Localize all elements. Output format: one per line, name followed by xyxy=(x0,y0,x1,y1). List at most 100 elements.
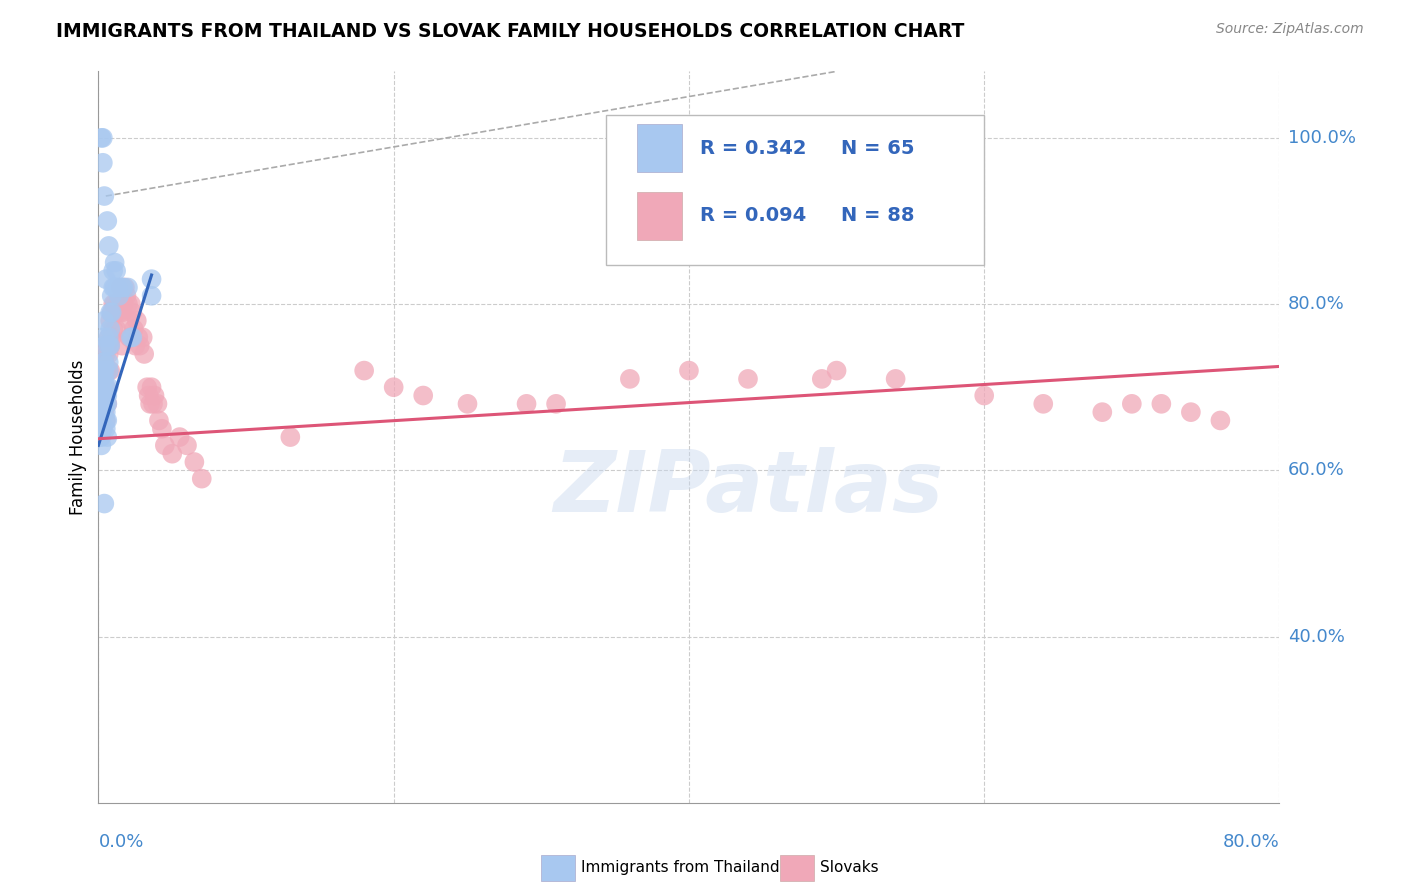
Point xyxy=(118,330,141,344)
Text: Immigrants from Thailand: Immigrants from Thailand xyxy=(581,861,779,875)
Point xyxy=(139,397,162,411)
Point xyxy=(162,447,183,461)
Point xyxy=(90,422,112,436)
Point xyxy=(148,413,170,427)
Point xyxy=(141,272,163,286)
Point xyxy=(94,422,117,436)
Point xyxy=(1180,405,1202,419)
Point xyxy=(105,264,128,278)
Text: 60.0%: 60.0% xyxy=(1288,461,1344,479)
Point xyxy=(90,430,112,444)
Point xyxy=(97,339,120,353)
Point xyxy=(108,289,131,303)
Point xyxy=(96,397,118,411)
Point xyxy=(100,289,122,303)
Point xyxy=(150,422,173,436)
Point xyxy=(1209,413,1232,427)
Point xyxy=(104,280,127,294)
Point xyxy=(110,280,132,294)
Point xyxy=(93,497,115,511)
Point xyxy=(89,413,111,427)
Text: R = 0.342: R = 0.342 xyxy=(700,138,806,158)
Point xyxy=(1091,405,1114,419)
Text: ZIPatlas: ZIPatlas xyxy=(553,447,943,530)
Point xyxy=(128,339,150,353)
Point xyxy=(97,347,120,361)
Point xyxy=(122,322,145,336)
Point xyxy=(1150,397,1173,411)
Text: IMMIGRANTS FROM THAILAND VS SLOVAK FAMILY HOUSEHOLDS CORRELATION CHART: IMMIGRANTS FROM THAILAND VS SLOVAK FAMIL… xyxy=(56,22,965,41)
Point xyxy=(91,422,114,436)
Bar xyxy=(637,192,682,240)
Point xyxy=(100,330,122,344)
Point xyxy=(91,397,114,411)
Point xyxy=(96,397,118,411)
Point xyxy=(100,305,122,319)
Text: N = 65: N = 65 xyxy=(841,138,915,158)
Point xyxy=(107,280,129,294)
Point xyxy=(141,380,163,394)
Point xyxy=(117,280,139,294)
Point xyxy=(121,330,143,344)
Text: N = 88: N = 88 xyxy=(841,206,915,226)
Point xyxy=(94,347,117,361)
Point xyxy=(90,397,112,411)
Point xyxy=(90,422,112,436)
Point xyxy=(93,405,115,419)
Point xyxy=(91,397,114,411)
Point xyxy=(884,372,907,386)
Point xyxy=(100,305,122,319)
Text: 100.0%: 100.0% xyxy=(1288,128,1355,147)
Point xyxy=(94,272,117,286)
Point xyxy=(132,330,155,344)
Point xyxy=(90,388,112,402)
Point xyxy=(97,363,120,377)
Point xyxy=(94,405,117,419)
Point xyxy=(107,297,129,311)
Point xyxy=(112,280,135,294)
Point xyxy=(104,255,127,269)
Point xyxy=(91,363,114,377)
Y-axis label: Family Households: Family Households xyxy=(69,359,87,515)
Point xyxy=(127,330,149,344)
Point xyxy=(94,380,117,394)
Point xyxy=(121,305,143,319)
Point xyxy=(111,339,134,353)
Point xyxy=(544,397,567,411)
Point xyxy=(973,388,995,402)
Point xyxy=(382,380,405,394)
Point xyxy=(93,330,115,344)
Point xyxy=(93,314,115,328)
Point xyxy=(103,264,125,278)
Point xyxy=(96,413,118,427)
Point xyxy=(114,280,136,294)
Point xyxy=(96,214,118,228)
Bar xyxy=(637,124,682,172)
Point xyxy=(142,397,165,411)
Point xyxy=(619,372,641,386)
Point xyxy=(97,355,120,369)
Point xyxy=(737,372,759,386)
Point xyxy=(515,397,537,411)
Point xyxy=(94,397,117,411)
Point xyxy=(93,380,115,394)
Point xyxy=(118,314,141,328)
Point xyxy=(91,380,114,394)
Point xyxy=(98,363,121,377)
Point xyxy=(97,363,120,377)
Point xyxy=(125,314,148,328)
Point xyxy=(90,380,112,394)
Point xyxy=(89,388,111,402)
Point xyxy=(89,430,111,444)
Point xyxy=(456,397,478,411)
Point xyxy=(90,438,112,452)
Point xyxy=(104,297,127,311)
Point xyxy=(94,363,117,377)
Point xyxy=(112,297,135,311)
Point xyxy=(1032,397,1054,411)
Point xyxy=(169,430,191,444)
Point xyxy=(810,372,832,386)
Point xyxy=(117,297,139,311)
Point xyxy=(97,330,120,344)
Point xyxy=(93,372,115,386)
